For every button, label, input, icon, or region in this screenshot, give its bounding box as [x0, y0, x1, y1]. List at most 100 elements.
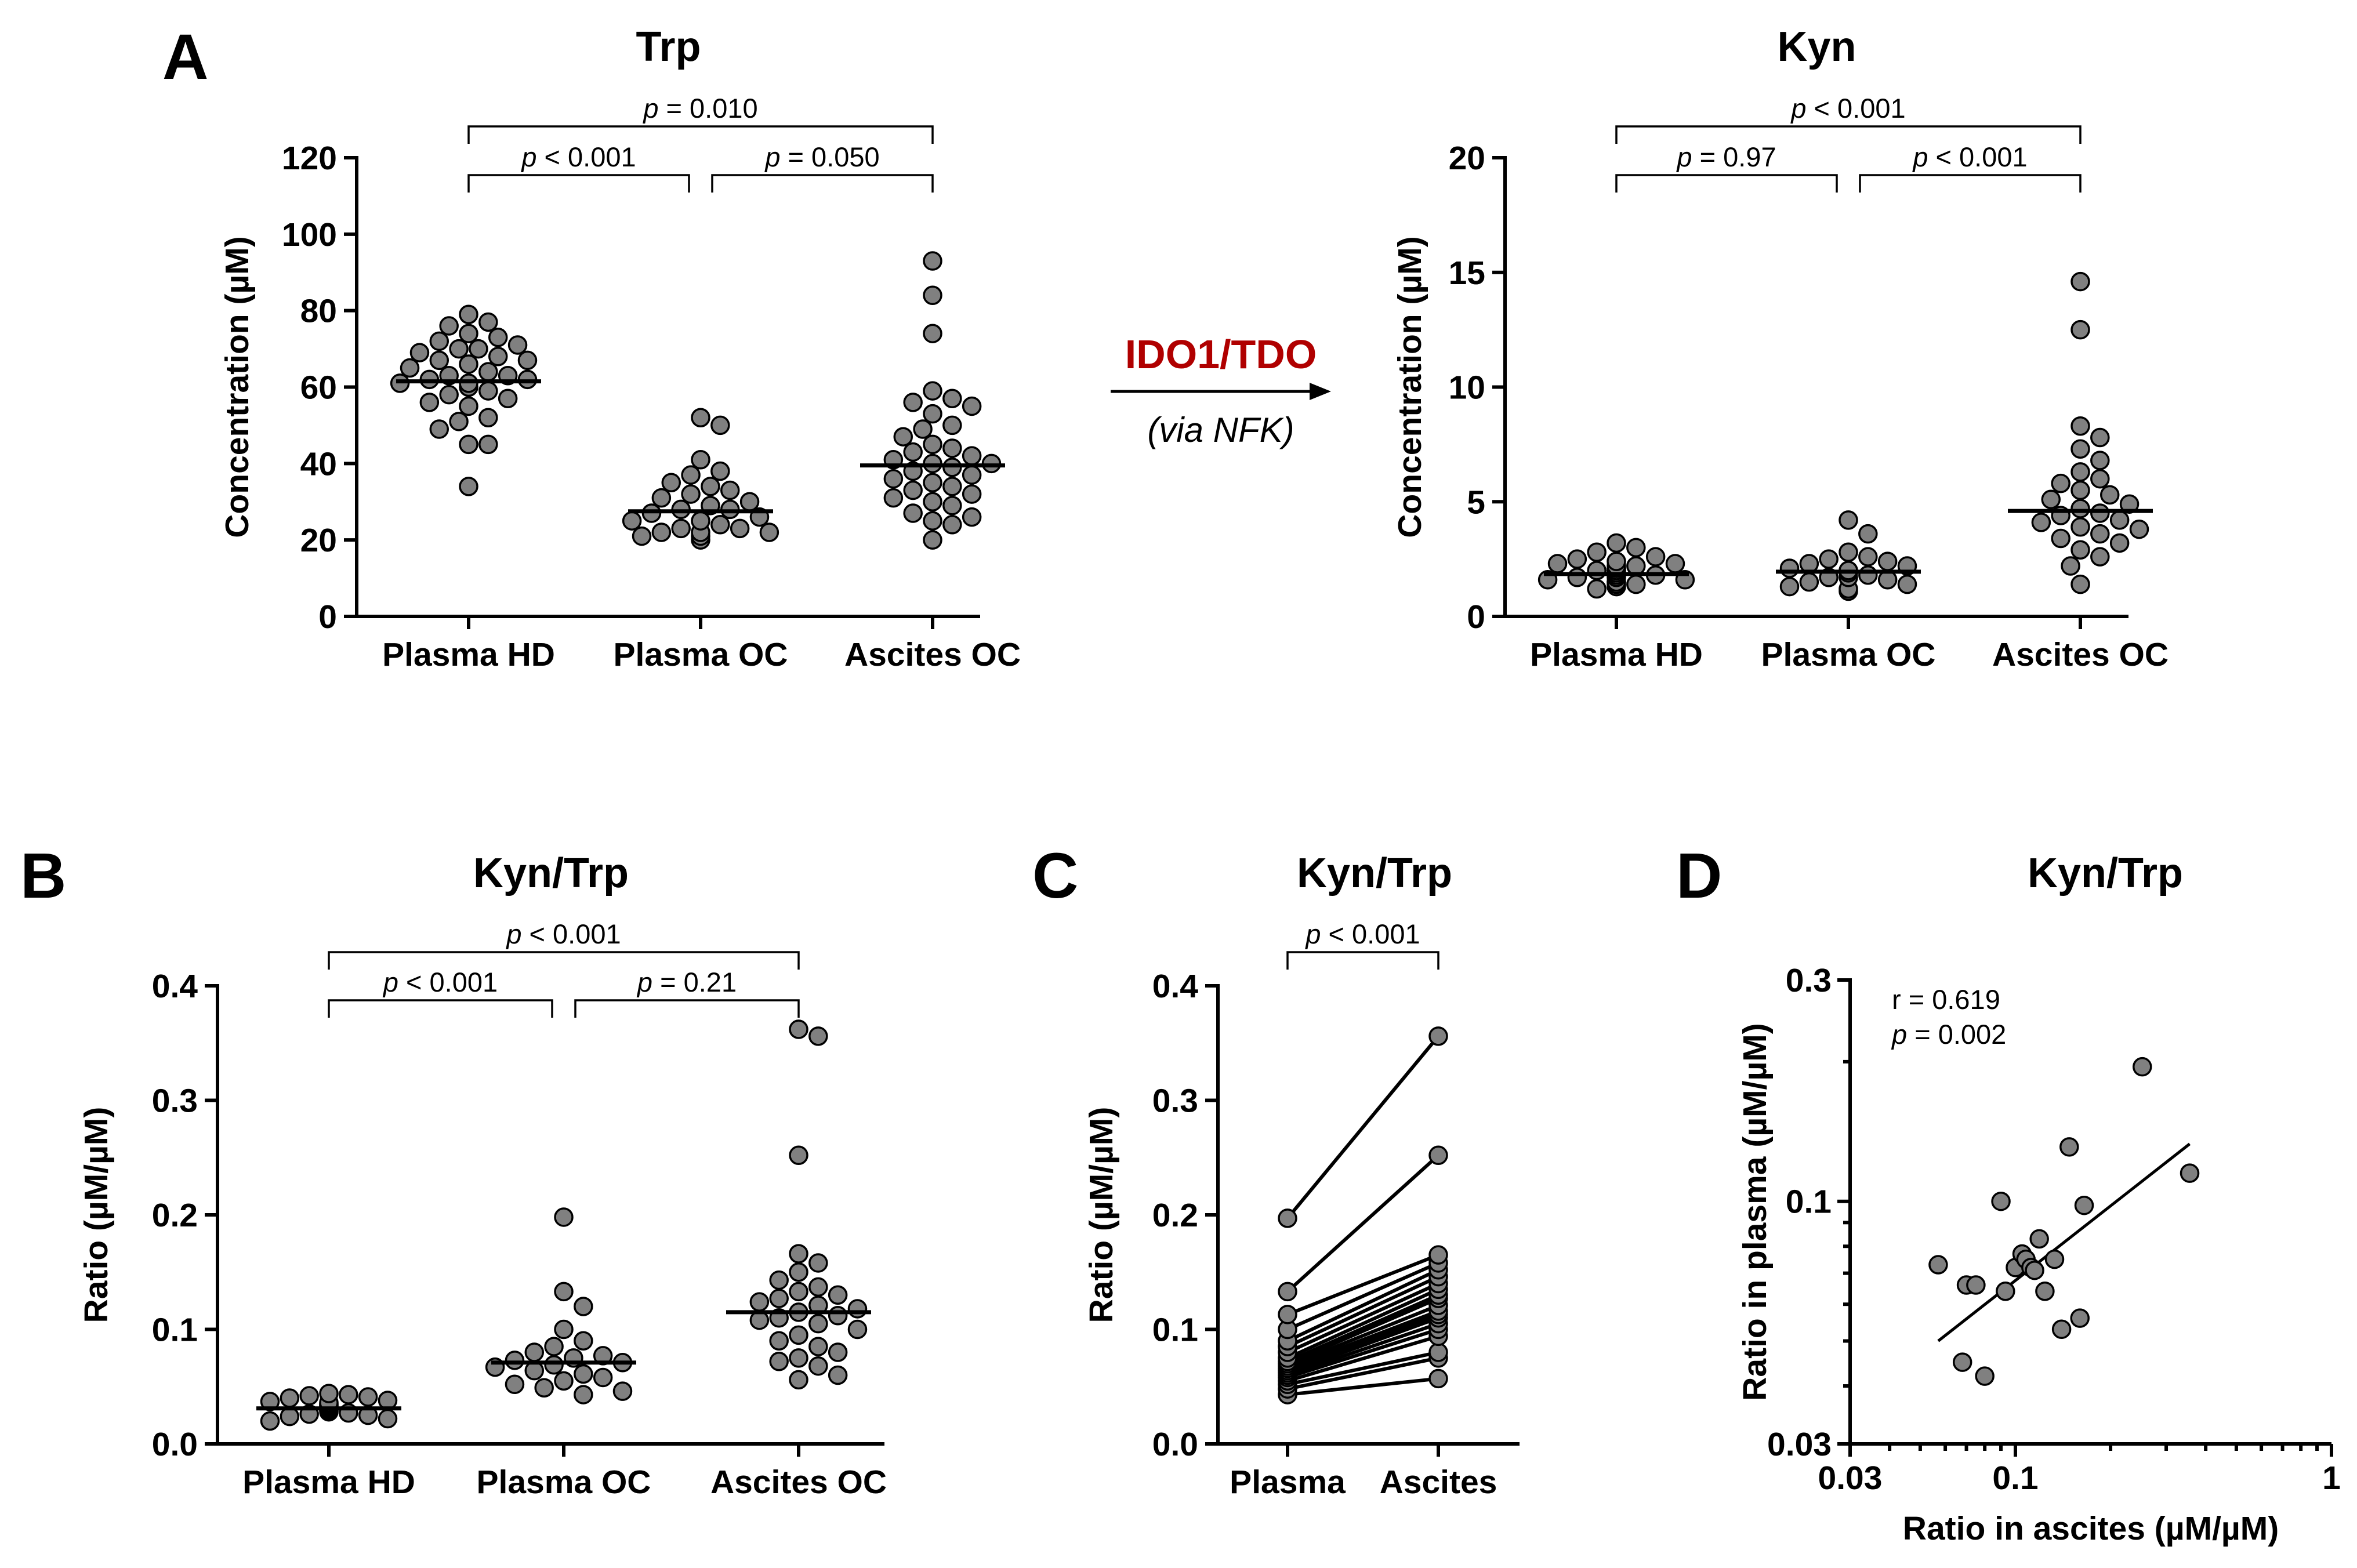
chart-kyn-trp-ratio: Kyn/Trp 0.0 0.1 0.2 0.3 0.4 Ratio (µM/µM) Plasm…	[78, 850, 887, 1501]
data-point	[789, 1282, 808, 1302]
data-point	[544, 1337, 564, 1356]
data-point	[923, 324, 942, 343]
data-point	[574, 1385, 593, 1404]
data-point	[1975, 1366, 1995, 1386]
chart-trp: Trp 0 20 40 60 80 100 120 Concentration (µM) Plas…	[219, 24, 1021, 673]
significance-bracket	[574, 999, 800, 1018]
p-value-label: p < 0.001	[1912, 141, 2027, 172]
p-value-label: p < 0.001	[520, 141, 636, 172]
data-point	[769, 1352, 789, 1371]
data-point	[2059, 1137, 2079, 1157]
data-point	[2070, 1308, 2090, 1328]
data-point	[488, 328, 508, 347]
data-point	[1966, 1275, 1986, 1295]
data-point	[429, 331, 449, 351]
data-point	[339, 1385, 358, 1404]
data-point	[1897, 574, 1917, 594]
data-point	[534, 1378, 554, 1398]
y-axis-label: Ratio in plasma (µM/µM)	[1736, 1023, 1774, 1401]
paired-line	[1287, 1377, 1439, 1397]
data-point	[1996, 1282, 2015, 1301]
y-tick-label: 80	[300, 293, 337, 330]
significance-bracket	[711, 174, 934, 193]
data-point	[681, 465, 701, 485]
data-point-ascites	[1428, 1369, 1448, 1389]
data-point	[2090, 524, 2110, 544]
data-point	[828, 1365, 848, 1385]
data-point	[962, 507, 982, 527]
data-point	[710, 461, 730, 481]
data-point	[1952, 1352, 1972, 1372]
data-point	[2090, 451, 2110, 470]
significance-bracket	[467, 125, 934, 144]
data-point	[808, 1026, 828, 1046]
significance-bracket	[1859, 174, 2082, 193]
data-point	[2070, 499, 2090, 518]
paired-line	[1287, 1351, 1439, 1386]
data-point	[2090, 469, 2110, 489]
data-point	[828, 1306, 848, 1326]
data-point	[505, 1351, 525, 1370]
category-label: Ascites OC	[1992, 636, 2169, 673]
data-point	[808, 1313, 828, 1334]
chart-title: Kyn	[1777, 24, 1856, 70]
data-point	[903, 442, 923, 462]
data-point	[769, 1288, 789, 1308]
category-label: Plasma HD	[1530, 636, 1703, 673]
data-point	[942, 438, 962, 458]
paired-line	[1287, 1327, 1439, 1380]
data-point-ascites	[1428, 1145, 1448, 1166]
paired-line	[1286, 1282, 1439, 1354]
data-point	[439, 316, 459, 336]
data-point	[299, 1386, 319, 1406]
data-point	[449, 412, 469, 431]
data-point	[651, 522, 672, 542]
data-point	[429, 350, 449, 371]
paired-line	[1286, 1316, 1439, 1375]
data-point	[808, 1356, 828, 1376]
data-point	[1779, 576, 1800, 597]
data-point	[459, 477, 478, 496]
y-tick-label: 0.1	[152, 1312, 198, 1349]
paired-line	[1286, 1293, 1439, 1363]
significance-bracket	[467, 174, 690, 193]
data-point	[544, 1355, 564, 1375]
data-point	[2090, 503, 2110, 523]
category-label: Plasma HD	[382, 636, 555, 673]
data-point	[632, 526, 652, 546]
data-point	[2109, 533, 2130, 553]
data-point	[1665, 554, 1685, 574]
data-point	[962, 465, 982, 485]
data-point	[1607, 551, 1626, 571]
x-axis-label: Ratio in ascites (µM/µM)	[1903, 1510, 2279, 1547]
data-point	[789, 1370, 808, 1390]
category-label: Plasma OC	[477, 1464, 651, 1501]
y-axis-label: Ratio (µM/µM)	[1083, 1107, 1120, 1323]
y-tick-label: 20	[300, 522, 337, 559]
data-point	[478, 408, 498, 427]
data-point	[2109, 510, 2130, 530]
data-point	[2180, 1163, 2200, 1183]
data-point	[942, 515, 962, 535]
data-point	[759, 522, 779, 542]
data-point	[691, 449, 710, 470]
x-tick-label: 0.03	[1818, 1460, 1883, 1497]
significance-bracket	[328, 999, 553, 1018]
data-point	[923, 530, 942, 550]
chart-title: Trp	[636, 24, 701, 70]
y-tick-label: 0.1	[1152, 1312, 1198, 1349]
paired-line	[1287, 1322, 1439, 1377]
panel-letter-b: B	[20, 840, 66, 912]
p-value-label: p = 0.010	[642, 93, 757, 124]
y-tick-label: 0	[1467, 598, 1485, 636]
data-point	[2090, 427, 2110, 448]
y-tick-label: 0.2	[1152, 1197, 1198, 1234]
data-point	[828, 1285, 848, 1305]
significance-bracket	[328, 951, 800, 970]
data-point	[739, 492, 760, 511]
data-point	[1877, 551, 1898, 571]
paired-line	[1287, 1356, 1439, 1391]
data-point	[1547, 554, 1568, 574]
x-tick-label: 1	[2322, 1460, 2341, 1497]
data-point-plasma	[1278, 1282, 1297, 1302]
